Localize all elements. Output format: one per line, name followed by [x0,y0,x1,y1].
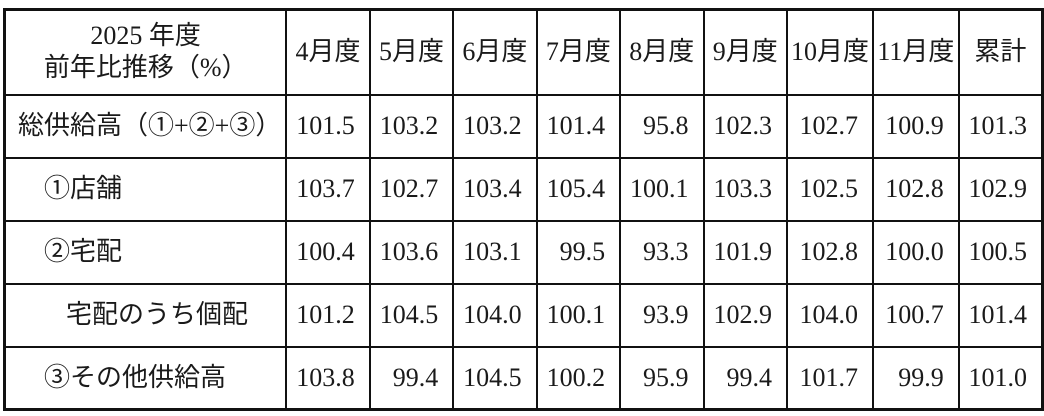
value-cell: 103.1 [452,219,538,285]
value-cell: 100.9 [872,93,960,159]
table-row: ①店舗 103.7 102.7 103.4 105.4 100.1 103.3 102.5 10… [3,156,1044,222]
value-cell: 101.9 [702,219,788,285]
table-row: ②宅配 100.4 103.6 103.1 99.5 93.3 101.9 102.8 100.… [3,219,1044,285]
column-header-4: 7月度 [535,8,622,96]
column-header-1: 4月度 [285,8,371,96]
value-cell: 102.5 [785,156,875,222]
value-cell: 102.3 [702,93,788,159]
value-cell: 99.4 [368,345,455,411]
value-cell: 101.5 [285,93,371,159]
value-cell: 101.7 [785,345,875,411]
value-cell: 102.8 [785,219,875,285]
header-row: 2025 年度 前年比推移（%） 4月度 5月度 6月度 7月度 8月度 9月度 10月度 1… [3,8,1044,96]
table-row: ③その他供給高 103.8 99.4 104.5 100.2 95.9 99.4 101.7 9… [3,345,1044,411]
value-cell: 100.5 [957,219,1044,285]
table-title-line2: 前年比推移（%） [43,53,248,83]
value-cell: 101.2 [285,282,371,348]
value-cell: 100.1 [535,282,622,348]
value-cell: 103.6 [368,219,455,285]
table-title-line1: 2025 年度 [90,20,201,50]
table-body: 総供給高（①+②+③） 101.5 103.2 103.2 101.4 95.8 102.3… [3,93,1044,411]
row-label: 総供給高（①+②+③） [3,93,288,159]
column-header-9: 累計 [957,8,1044,96]
value-cell: 99.4 [702,345,788,411]
yoy-table: 2025 年度 前年比推移（%） 4月度 5月度 6月度 7月度 8月度 9月度 10月度 1… [3,8,1044,411]
column-header-2: 5月度 [368,8,455,96]
row-label: ②宅配 [3,219,288,285]
column-header-6: 9月度 [702,8,788,96]
value-cell: 95.9 [619,345,705,411]
value-cell: 105.4 [535,156,622,222]
value-cell: 104.0 [785,282,875,348]
value-cell: 104.0 [452,282,538,348]
value-cell: 104.5 [368,282,455,348]
value-cell: 103.4 [452,156,538,222]
value-cell: 103.7 [285,156,371,222]
value-cell: 100.0 [872,219,960,285]
value-cell: 102.8 [872,156,960,222]
value-cell: 103.8 [285,345,371,411]
value-cell: 101.4 [535,93,622,159]
value-cell: 102.9 [957,156,1044,222]
value-cell: 93.3 [619,219,705,285]
value-cell: 100.2 [535,345,622,411]
column-header-3: 6月度 [452,8,538,96]
value-cell: 103.2 [452,93,538,159]
value-cell: 93.9 [619,282,705,348]
value-cell: 100.7 [872,282,960,348]
value-cell: 102.9 [702,282,788,348]
table-row: 宅配のうち個配 101.2 104.5 104.0 100.1 93.9 102.9 104.… [3,282,1044,348]
value-cell: 100.1 [619,156,705,222]
row-label: 宅配のうち個配 [3,282,288,348]
column-header-7: 10月度 [785,8,875,96]
value-cell: 102.7 [785,93,875,159]
row-label: ①店舗 [3,156,288,222]
value-cell: 101.3 [957,93,1044,159]
value-cell: 103.2 [368,93,455,159]
value-cell: 101.4 [957,282,1044,348]
value-cell: 104.5 [452,345,538,411]
value-cell: 99.5 [535,219,622,285]
value-cell: 100.4 [285,219,371,285]
value-cell: 102.7 [368,156,455,222]
row-label: ③その他供給高 [3,345,288,411]
value-cell: 95.8 [619,93,705,159]
value-cell: 103.3 [702,156,788,222]
column-header-5: 8月度 [619,8,705,96]
column-header-8: 11月度 [872,8,960,96]
value-cell: 101.0 [957,345,1044,411]
table-title-cell: 2025 年度 前年比推移（%） [3,8,288,96]
table-row: 総供給高（①+②+③） 101.5 103.2 103.2 101.4 95.8 102.3… [3,93,1044,159]
value-cell: 99.9 [872,345,960,411]
